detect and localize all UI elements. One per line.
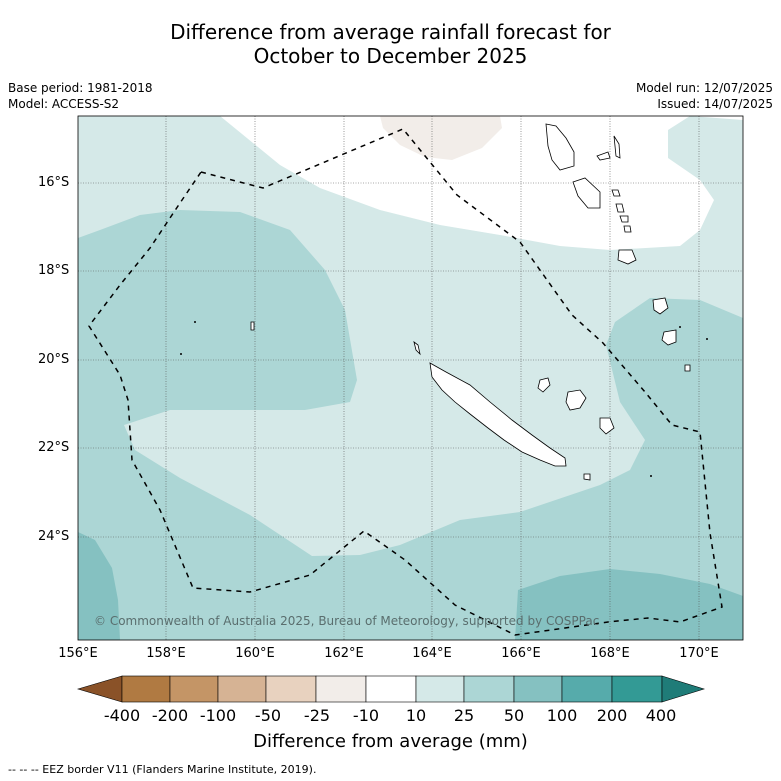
base-period: Base period: 1981-2018 — [8, 81, 153, 95]
colorbar-tick: 100 — [546, 706, 578, 725]
small-islets — [180, 321, 708, 477]
rainfall-anomaly-field — [78, 116, 743, 640]
anomaly-dry-patch — [380, 116, 502, 160]
copyright-notice: © Commonwealth of Australia 2025, Bureau… — [94, 614, 600, 628]
colorbar-swatch — [365, 675, 417, 703]
title-line-2: October to December 2025 — [253, 44, 528, 68]
map-title: Difference from average rainfall forecas… — [0, 20, 781, 68]
efate — [623, 225, 632, 233]
colorbar-swatch — [265, 675, 317, 703]
anomaly-50-100-region-south — [515, 569, 743, 640]
colorbar-swatch — [513, 675, 563, 703]
loyalty-north — [661, 329, 677, 346]
lon-label: 156°E — [58, 646, 98, 661]
colorbar-tick: -100 — [199, 706, 237, 725]
new-caledonia — [429, 362, 567, 467]
hunter-island — [684, 364, 691, 372]
issued-date: Issued: 14/07/2025 — [657, 97, 773, 111]
colorbar-tick: -10 — [352, 706, 380, 725]
meta-left: Base period: 1981-2018 Model: ACCESS-S2 — [8, 80, 153, 112]
colorbar-swatch — [121, 675, 171, 703]
colorbar-swatch — [611, 675, 663, 703]
meta-right: Model run: 12/07/2025 Issued: 14/07/2025 — [636, 80, 773, 112]
lat-label: 18°S — [38, 263, 70, 278]
colorbar-swatch — [217, 675, 267, 703]
model-run: Model run: 12/07/2025 — [635, 81, 773, 95]
colorbar-tick: 50 — [503, 706, 525, 725]
lat-label: 22°S — [38, 440, 70, 455]
eez-footnote: -- -- -- EEZ border V11 (Flanders Marine… — [8, 763, 317, 776]
colorbar-swatch — [315, 675, 367, 703]
colorbar-swatch — [561, 675, 613, 703]
loyalty-islands-ouvea — [537, 377, 551, 393]
chesterfield-islands — [250, 321, 255, 331]
colorbar-swatch — [169, 675, 219, 703]
colorbar-title: Difference from average (mm) — [253, 731, 528, 752]
belep-islands — [413, 341, 421, 356]
lon-label: 168°E — [590, 646, 630, 661]
colorbar-tick: -400 — [103, 706, 141, 725]
isle-of-pines — [583, 473, 591, 481]
lat-label: 16°S — [38, 175, 70, 190]
model-name: Model: ACCESS-S2 — [8, 97, 120, 111]
colorbar-swatch — [415, 675, 465, 703]
colorbar-high-extend — [661, 675, 706, 703]
lon-label: 170°E — [679, 646, 719, 661]
map-gridlines — [78, 116, 743, 640]
maewo-pentecost — [613, 135, 621, 159]
epi-islands — [611, 189, 629, 223]
colorbar-tick: -50 — [254, 706, 282, 725]
anomaly-50-100-region-southwest — [78, 532, 120, 640]
lon-label: 162°E — [324, 646, 364, 661]
lon-label: 160°E — [235, 646, 275, 661]
lon-label: 164°E — [412, 646, 452, 661]
colorbar-tick: 400 — [645, 706, 677, 725]
ambae — [596, 151, 611, 161]
colorbar-tick: -25 — [303, 706, 331, 725]
lat-label: 20°S — [38, 352, 70, 367]
lat-label: 24°S — [38, 529, 70, 544]
colorbar — [76, 675, 706, 703]
map-frame — [77, 115, 744, 641]
loyalty-islands-lifou — [565, 389, 587, 411]
colorbar-swatch — [463, 675, 515, 703]
coastlines — [250, 123, 691, 481]
colorbar-tick: 10 — [405, 706, 427, 725]
eez-border — [88, 128, 723, 636]
espiritu-santo — [545, 123, 575, 171]
aneityum — [652, 297, 669, 315]
colorbar-tick: -200 — [151, 706, 189, 725]
erromango — [617, 249, 637, 265]
loyalty-islands-mare — [599, 417, 615, 435]
title-line-1: Difference from average rainfall forecas… — [170, 20, 611, 44]
lon-label: 166°E — [501, 646, 541, 661]
colorbar-tick: 200 — [596, 706, 628, 725]
malekula — [572, 177, 601, 209]
colorbar-low-extend — [76, 675, 123, 703]
colorbar-tick: 25 — [453, 706, 475, 725]
lon-label: 158°E — [146, 646, 186, 661]
